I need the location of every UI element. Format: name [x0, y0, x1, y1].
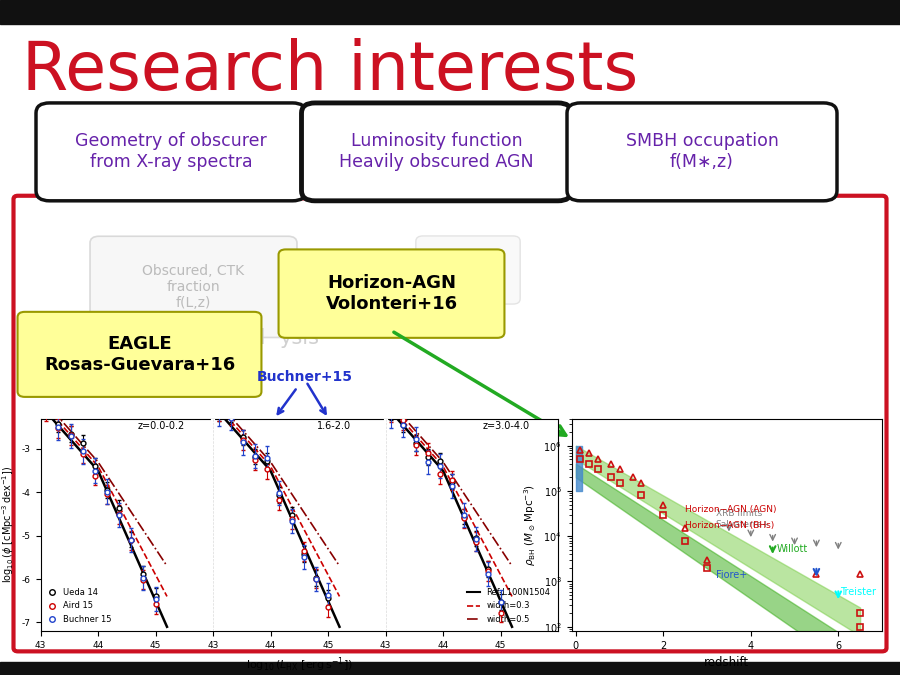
- Text: X-ray anal: X-ray anal: [160, 327, 266, 348]
- FancyBboxPatch shape: [416, 236, 520, 304]
- Text: Horizon−AGN (BHs): Horizon−AGN (BHs): [685, 521, 775, 531]
- Text: XRB limits: XRB limits: [716, 509, 762, 518]
- Text: EAGLE
Rosas-Guevara+16: EAGLE Rosas-Guevara+16: [44, 335, 235, 374]
- Text: Horizon−AGN (AGN): Horizon−AGN (AGN): [685, 505, 777, 514]
- Text: Obscured, CTK
fraction
f(L,z): Obscured, CTK fraction f(L,z): [142, 264, 245, 310]
- FancyBboxPatch shape: [302, 103, 572, 201]
- Text: Buchner+15: Buchner+15: [256, 371, 353, 414]
- Text: SMBH occupation
f(M∗,z): SMBH occupation f(M∗,z): [626, 132, 778, 171]
- Text: Luminosity function
Heavily obscured AGN: Luminosity function Heavily obscured AGN: [339, 132, 534, 171]
- Y-axis label: $\rho_{\rm BH}\ (M_\odot\,{\rm Mpc}^{-3})$: $\rho_{\rm BH}\ (M_\odot\,{\rm Mpc}^{-3}…: [522, 484, 537, 566]
- Text: Geometry of obscurer
from X-ray spectra: Geometry of obscurer from X-ray spectra: [75, 132, 267, 171]
- Text: Treister: Treister: [841, 587, 877, 597]
- Text: 1.6-2.0: 1.6-2.0: [317, 421, 351, 431]
- Y-axis label: $\log_{10}(\phi\ [{\rm cMpc^{-3}\,dex^{-1}}])$: $\log_{10}(\phi\ [{\rm cMpc^{-3}\,dex^{-…: [0, 466, 16, 583]
- FancyBboxPatch shape: [279, 250, 504, 338]
- Bar: [0, 662, 900, 675]
- Text: ysis: ysis: [279, 327, 319, 348]
- Text: Willott: Willott: [777, 544, 808, 554]
- Legend: Ref-L100N1504, width=0.3, width=0.5: Ref-L100N1504, width=0.3, width=0.5: [464, 585, 554, 627]
- X-axis label: redshift: redshift: [704, 656, 750, 670]
- FancyBboxPatch shape: [567, 103, 837, 201]
- X-axis label: $\log_{10}(L_{\rm HX}\ [{\rm erg\,s^{-1}}])$: $\log_{10}(L_{\rm HX}\ [{\rm erg\,s^{-1}…: [246, 655, 353, 674]
- Text: Horizon-AGN
Volonteri+16: Horizon-AGN Volonteri+16: [326, 274, 457, 313]
- FancyBboxPatch shape: [14, 196, 886, 651]
- Text: Research interests: Research interests: [22, 38, 639, 104]
- Text: Fiore+: Fiore+: [716, 570, 747, 580]
- Text: z=3.0-4.0: z=3.0-4.0: [482, 421, 530, 431]
- Text: z=0.0-0.2: z=0.0-0.2: [138, 421, 184, 431]
- Text: Salvaterra+: Salvaterra+: [716, 520, 770, 529]
- FancyBboxPatch shape: [90, 236, 297, 338]
- FancyBboxPatch shape: [17, 312, 262, 397]
- Bar: [0, 0, 900, 24]
- FancyBboxPatch shape: [36, 103, 306, 201]
